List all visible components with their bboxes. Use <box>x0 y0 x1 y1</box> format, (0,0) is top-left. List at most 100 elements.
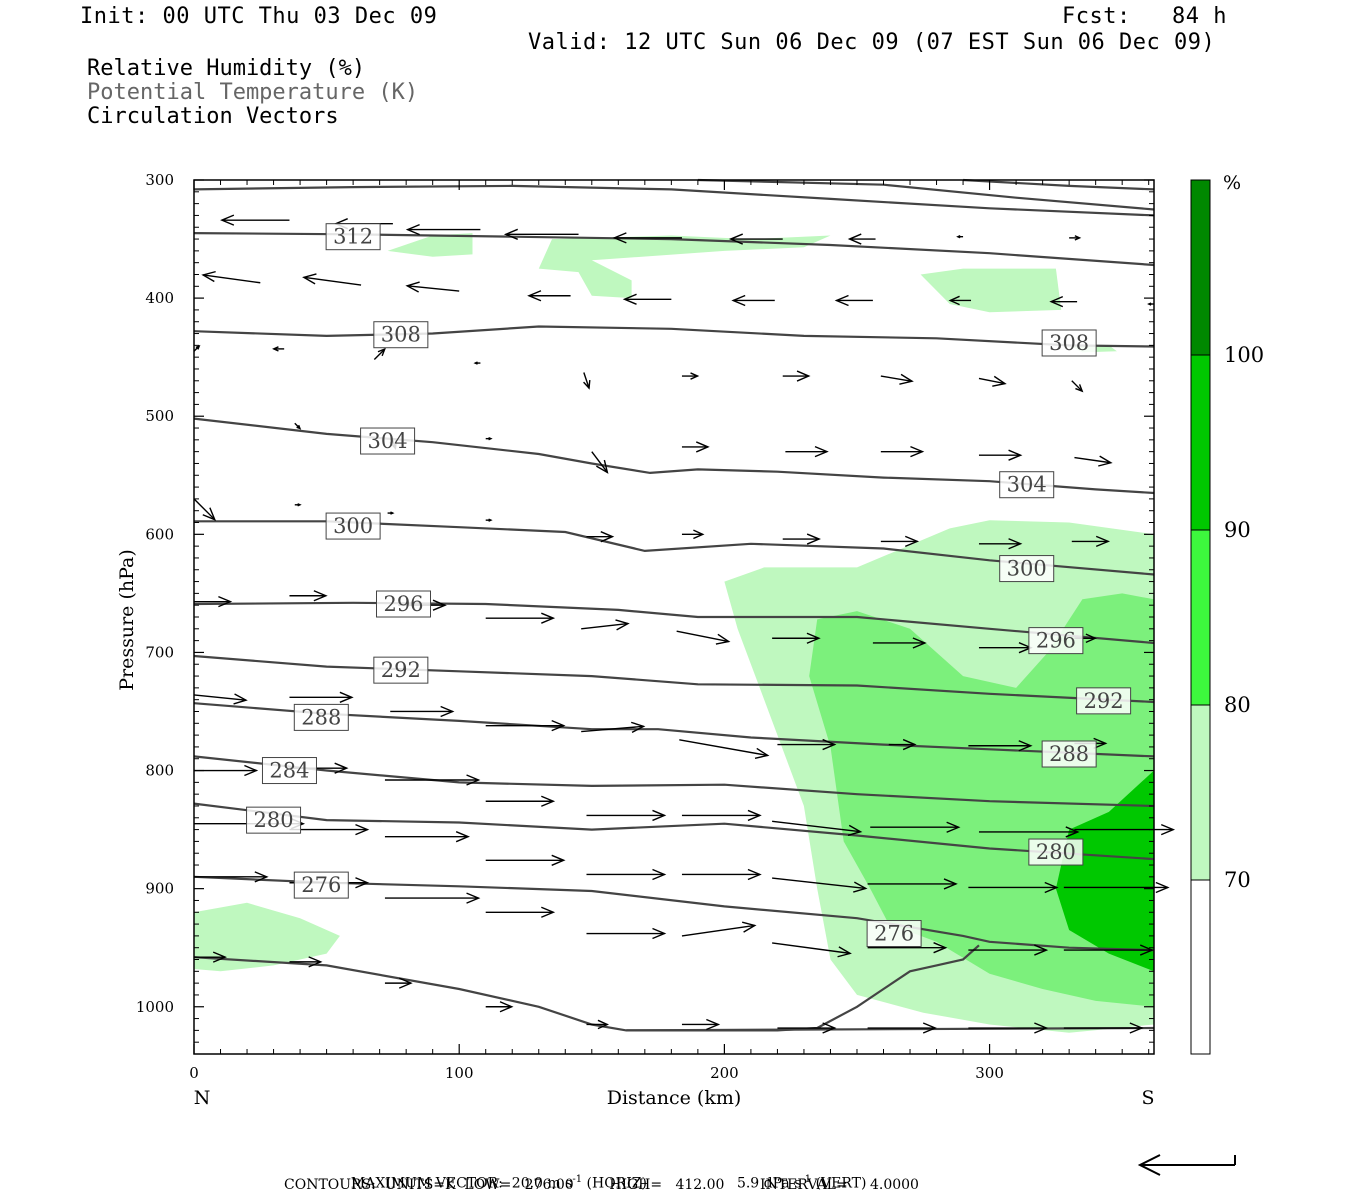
circulation-vector <box>485 720 566 732</box>
vector-shaft <box>203 274 261 284</box>
vector-head <box>946 821 961 833</box>
vector-head <box>796 370 811 382</box>
vector-head <box>466 774 481 786</box>
y-tick-label: 500 <box>145 407 174 425</box>
theta-label-box <box>293 703 349 731</box>
vector-head <box>910 446 925 458</box>
vert-exponent: -1 <box>801 1174 812 1185</box>
circulation-vector <box>485 854 566 866</box>
vector-head <box>943 878 958 890</box>
vector-shaft <box>1074 456 1111 464</box>
circulation-vector <box>294 422 302 430</box>
y-tick-label: 300 <box>145 171 174 189</box>
vector-head <box>473 361 478 365</box>
vector-head <box>220 214 235 226</box>
vector-shaft <box>772 942 851 955</box>
circulation-vector <box>968 740 1033 752</box>
circulation-vector <box>405 281 460 293</box>
circulation-vector <box>870 821 961 833</box>
vector-head <box>1098 455 1113 467</box>
theta-label: 304 <box>360 427 416 455</box>
theta-label: 300 <box>325 512 381 540</box>
circulation-vector <box>1074 823 1176 836</box>
theta-label: 312 <box>325 223 381 251</box>
vector-head <box>693 529 705 540</box>
vector-head <box>600 531 615 543</box>
vector-head <box>1034 944 1049 956</box>
vector-head <box>652 809 667 822</box>
vector-head <box>339 691 354 703</box>
rh-shading <box>194 233 1154 1033</box>
circulation-vector <box>1049 296 1078 308</box>
circulation-vector <box>194 871 269 883</box>
theta-label-text: 308 <box>1049 331 1089 355</box>
vector-head <box>377 347 386 357</box>
vector-head <box>1018 740 1033 752</box>
max-vert-value: 5.9 dPa s <box>736 1175 802 1192</box>
circulation-vector <box>772 877 868 893</box>
vector-head <box>834 294 849 307</box>
circulation-vector <box>586 927 667 940</box>
x-axis-title: Distance (km) <box>607 1087 742 1109</box>
vector-head <box>904 535 920 548</box>
circulation-vector <box>373 347 386 361</box>
vector-head <box>355 877 370 889</box>
circulation-vector <box>782 370 811 382</box>
vector-head <box>551 720 566 732</box>
theta-label: 280 <box>1028 838 1084 866</box>
circulation-vector <box>880 373 914 385</box>
theta-label: 292 <box>373 656 429 684</box>
theta-contour-292 <box>193 654 1155 704</box>
circulation-vector <box>586 868 667 881</box>
circulation-vector <box>968 881 1059 894</box>
circulation-vector <box>1071 535 1111 548</box>
vector-head <box>806 533 821 545</box>
theta-label-text: 304 <box>1007 473 1047 497</box>
vector-head <box>499 1001 514 1013</box>
theta-label-text: 276 <box>301 873 341 897</box>
circulation-vector <box>867 1022 938 1034</box>
colorbar-segment <box>1191 180 1210 355</box>
vector-head <box>622 293 637 305</box>
vector-head <box>313 590 328 602</box>
circulation-vector <box>586 809 667 822</box>
field-rh-label: Relative Humidity (%) <box>87 56 366 81</box>
theta-label-text: 292 <box>1084 689 1124 713</box>
circulation-vector <box>289 823 370 836</box>
circulation-vector <box>384 774 481 786</box>
vector-head <box>806 632 821 644</box>
colorbar-label: 100 <box>1224 343 1264 367</box>
circulation-vector <box>867 878 958 890</box>
circulation-vector <box>731 294 775 307</box>
theta-label-box <box>1041 329 1097 357</box>
max-vector-line: MAXIMUM VECTOR: 20.0 m s-1 (HORIZ) 5.9 dP… <box>342 1158 867 1192</box>
field-vectors-label: Circulation Vectors <box>87 104 339 129</box>
circulation-vector <box>728 233 783 245</box>
theta-label: 296 <box>376 590 432 618</box>
rh-region-70 <box>194 902 340 972</box>
circulation-vector <box>1147 302 1154 306</box>
vector-head <box>715 633 731 645</box>
circulation-vector <box>485 612 556 624</box>
circulation-vector <box>193 498 217 521</box>
circulation-vector <box>978 449 1023 461</box>
theta-label-text: 288 <box>1049 742 1089 766</box>
theta-label-box <box>1028 838 1084 866</box>
circulation-vector <box>272 346 285 352</box>
valid-time: Valid: 12 UTC Sun 06 Dec 09 (07 EST Sun … <box>528 30 1216 55</box>
vector-head <box>652 868 667 881</box>
vector-shaft <box>772 820 861 833</box>
circulation-vector <box>956 235 964 239</box>
circulation-vector <box>194 951 228 963</box>
colorbar-segment <box>1191 530 1210 705</box>
circulation-vector <box>485 795 556 807</box>
circulation-vector <box>1069 235 1082 241</box>
circulation-vector <box>872 637 927 649</box>
vector-head <box>233 693 248 705</box>
vector-head <box>527 290 542 302</box>
vector-head <box>334 762 349 774</box>
circulation-vector <box>583 372 591 390</box>
vector-head <box>1074 235 1082 241</box>
circulation-vector <box>193 344 201 352</box>
y-tick-label: 800 <box>145 762 174 780</box>
